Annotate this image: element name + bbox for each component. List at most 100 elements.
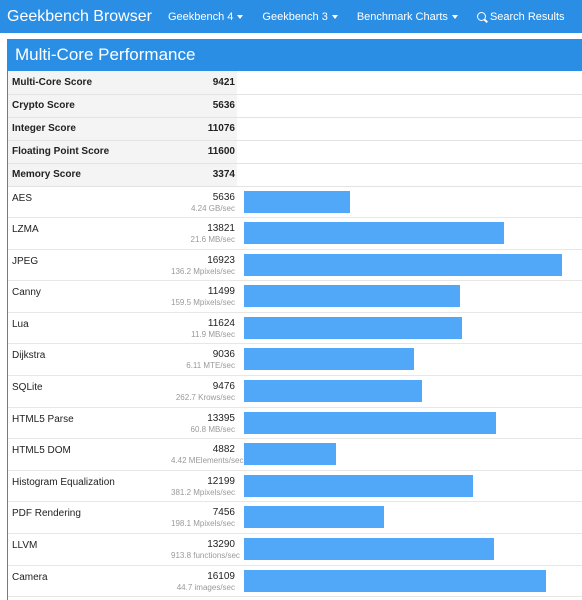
benchmark-name: LLVM <box>8 533 171 566</box>
benchmark-throughput: 262.7 Krows/sec <box>175 393 235 403</box>
benchmark-row: AES 5636 4.24 GB/sec <box>8 186 582 219</box>
benchmark-bar-cell <box>237 186 582 219</box>
summary-score: 5636 <box>171 94 237 118</box>
summary-score: 11600 <box>171 140 237 164</box>
brand-link[interactable]: Geekbench Browser <box>7 7 152 25</box>
benchmark-bar <box>244 474 474 497</box>
benchmark-name: Canny <box>8 280 171 313</box>
benchmark-score-cell: 13821 21.6 MB/sec <box>171 217 237 250</box>
benchmark-name: Camera <box>8 565 171 598</box>
benchmark-row: SQLite 9476 262.7 Krows/sec <box>8 375 582 408</box>
nav-search-results-link[interactable]: Search Results <box>476 10 565 23</box>
summary-name: Integer Score <box>8 117 171 141</box>
results-table: Multi-Core Score 9421 Crypto Score 5636 Inte… <box>8 71 582 598</box>
benchmark-score: 13290 <box>207 539 235 551</box>
benchmark-bar <box>244 222 504 245</box>
benchmark-bar <box>244 190 350 213</box>
benchmark-score: 16109 <box>207 570 235 582</box>
benchmark-score-cell: 13395 60.8 MB/sec <box>171 407 237 440</box>
benchmark-throughput: 381.2 Mpixels/sec <box>171 487 236 497</box>
benchmark-throughput: 913.8 functions/sec <box>171 551 240 561</box>
nav-geekbench4-label: Geekbench 4 <box>167 10 234 23</box>
benchmark-score-cell: 16923 136.2 Mpixels/sec <box>171 249 237 282</box>
benchmark-bar <box>244 538 494 561</box>
benchmark-name: PDF Rendering <box>8 501 171 535</box>
benchmark-row: HTML5 DOM 4882 4.42 MElements/sec <box>8 438 582 471</box>
benchmark-name: Lua <box>8 312 171 345</box>
benchmark-throughput: 60.8 MB/sec <box>190 424 235 434</box>
benchmark-throughput: 4.24 GB/sec <box>190 203 235 213</box>
summary-row: Multi-Core Score 9421 <box>8 71 582 95</box>
benchmark-bar <box>244 411 496 434</box>
multicore-panel: Multi-Core Performance Multi-Core Score 9… <box>7 39 582 600</box>
benchmark-row: Camera 16109 44.7 images/sec <box>8 565 582 598</box>
benchmark-score: 9476 <box>212 381 235 393</box>
benchmark-section: AES 5636 4.24 GB/sec LZMA 13821 21.6 MB/sec JP… <box>8 186 582 598</box>
benchmark-score: 11499 <box>207 286 235 298</box>
benchmark-bar <box>244 443 336 466</box>
nav-search-results-label: Search Results <box>489 10 565 23</box>
benchmark-throughput: 11.9 MB/sec <box>191 329 235 339</box>
nav-benchmark-charts-dropdown[interactable]: Benchmark Charts <box>357 11 458 23</box>
benchmark-bar-cell <box>237 438 582 471</box>
benchmark-row: HTML5 Parse 13395 60.8 MB/sec <box>8 407 582 440</box>
benchmark-name: JPEG <box>8 249 171 282</box>
summary-row: Integer Score 11076 <box>8 117 582 141</box>
benchmark-row: LZMA 13821 21.6 MB/sec <box>8 217 582 250</box>
benchmark-bar-cell <box>237 375 582 408</box>
benchmark-bar <box>244 316 463 339</box>
summary-name: Multi-Core Score <box>8 71 171 95</box>
benchmark-bar-cell <box>237 280 582 313</box>
benchmark-bar <box>244 285 460 308</box>
summary-score: 11076 <box>171 117 237 141</box>
benchmark-row: LLVM 13290 913.8 functions/sec <box>8 533 582 566</box>
benchmark-bar-cell <box>237 312 582 345</box>
summary-row: Memory Score 3374 <box>8 163 582 187</box>
benchmark-bar-cell <box>237 249 582 282</box>
nav-geekbench3-label: Geekbench 3 <box>262 10 328 23</box>
nav-geekbench4-dropdown[interactable]: Geekbench 4 <box>167 10 244 23</box>
benchmark-score-cell: 11499 159.5 Mpixels/sec <box>171 280 237 313</box>
nav-benchmark-charts-label: Benchmark Charts <box>356 10 448 23</box>
benchmark-score-cell: 12199 381.2 Mpixels/sec <box>171 470 237 503</box>
benchmark-score: 11624 <box>207 317 235 329</box>
benchmark-score: 4882 <box>212 444 235 456</box>
nav-geekbench3-dropdown[interactable]: Geekbench 3 <box>262 10 338 23</box>
benchmark-throughput: 136.2 Mpixels/sec <box>171 266 236 276</box>
benchmark-name: Histogram Equalization <box>8 470 171 503</box>
benchmark-bar <box>244 253 562 276</box>
benchmark-bar-cell <box>237 565 582 598</box>
benchmark-bar <box>244 569 547 592</box>
benchmark-row: Histogram Equalization 12199 381.2 Mpixels… <box>8 470 582 503</box>
benchmark-bar-cell <box>237 533 582 566</box>
benchmark-score: 7456 <box>212 507 235 519</box>
benchmark-row: Canny 11499 159.5 Mpixels/sec <box>8 280 582 313</box>
caret-down-icon <box>331 14 338 19</box>
benchmark-throughput: 198.1 Mpixels/sec <box>171 519 236 529</box>
summary-row: Floating Point Score 11600 <box>8 140 582 164</box>
benchmark-name: LZMA <box>8 217 171 250</box>
summary-score: 9421 <box>171 71 237 95</box>
benchmark-name: HTML5 DOM <box>8 438 171 471</box>
summary-spacer <box>237 140 582 164</box>
search-icon <box>476 12 486 21</box>
summary-spacer <box>237 117 582 141</box>
benchmark-score: 9036 <box>212 349 235 361</box>
benchmark-score: 16923 <box>207 254 235 266</box>
benchmark-throughput: 4.42 MElements/sec <box>171 456 244 466</box>
panel-title: Multi-Core Performance <box>8 40 582 71</box>
summary-name: Floating Point Score <box>8 140 171 164</box>
benchmark-row: PDF Rendering 7456 198.1 Mpixels/sec <box>8 501 582 535</box>
benchmark-score-cell: 11624 11.9 MB/sec <box>171 312 237 345</box>
benchmark-score: 5636 <box>212 191 235 203</box>
benchmark-name: SQLite <box>8 375 171 408</box>
summary-score: 3374 <box>171 163 237 187</box>
benchmark-throughput: 6.11 MTE/sec <box>186 361 235 371</box>
benchmark-throughput: 21.6 MB/sec <box>190 235 235 245</box>
benchmark-name: Dijkstra <box>8 343 171 377</box>
benchmark-score-cell: 13290 913.8 functions/sec <box>171 533 240 566</box>
benchmark-score: 12199 <box>207 475 235 487</box>
benchmark-score-cell: 7456 198.1 Mpixels/sec <box>171 501 237 535</box>
summary-section: Multi-Core Score 9421 Crypto Score 5636 Inte… <box>8 71 582 187</box>
benchmark-bar-cell <box>237 217 582 250</box>
